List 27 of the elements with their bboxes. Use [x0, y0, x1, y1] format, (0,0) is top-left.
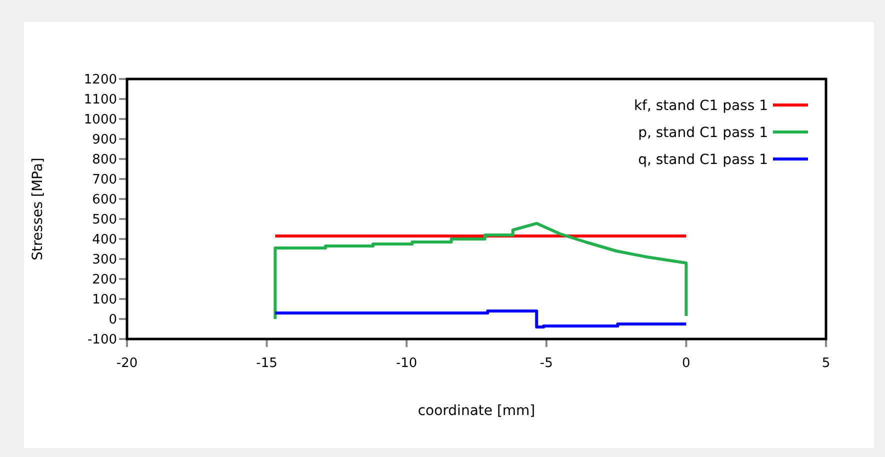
- x-axis-title: coordinate [mm]: [418, 403, 536, 419]
- y-tick-label: -100: [87, 332, 117, 348]
- legend-label: p, stand C1 pass 1: [638, 124, 768, 141]
- line-series: [274, 310, 688, 328]
- y-tick-label: 0: [108, 312, 117, 328]
- legend-label: kf, stand C1 pass 1: [634, 98, 768, 114]
- x-tick-label: -15: [256, 356, 278, 371]
- legend-label: q, stand C1 pass 1: [638, 152, 768, 168]
- x-tick-label: -20: [116, 356, 138, 371]
- y-tick-label: 600: [92, 192, 117, 208]
- y-tick-label: 400: [92, 232, 117, 248]
- y-tick-label: 800: [92, 152, 117, 168]
- line-series: [274, 222, 688, 320]
- y-tick-label: 700: [92, 172, 117, 188]
- y-tick-label: 900: [92, 132, 117, 148]
- y-tick-label: 1100: [84, 92, 117, 108]
- y-tick-label: 500: [92, 212, 117, 228]
- y-tick-label: 100: [92, 292, 117, 308]
- x-tick-label: -5: [540, 356, 553, 371]
- y-tick-label: 300: [92, 252, 117, 268]
- x-tick-label: 5: [822, 356, 830, 371]
- x-tick-label: 0: [682, 356, 690, 371]
- y-tick-label: 1000: [84, 112, 117, 128]
- x-tick-label: -10: [396, 356, 418, 371]
- y-tick-label: 200: [92, 272, 117, 288]
- y-axis-title: Stresses [MPa]: [30, 158, 46, 260]
- y-tick-label: 1200: [84, 72, 117, 88]
